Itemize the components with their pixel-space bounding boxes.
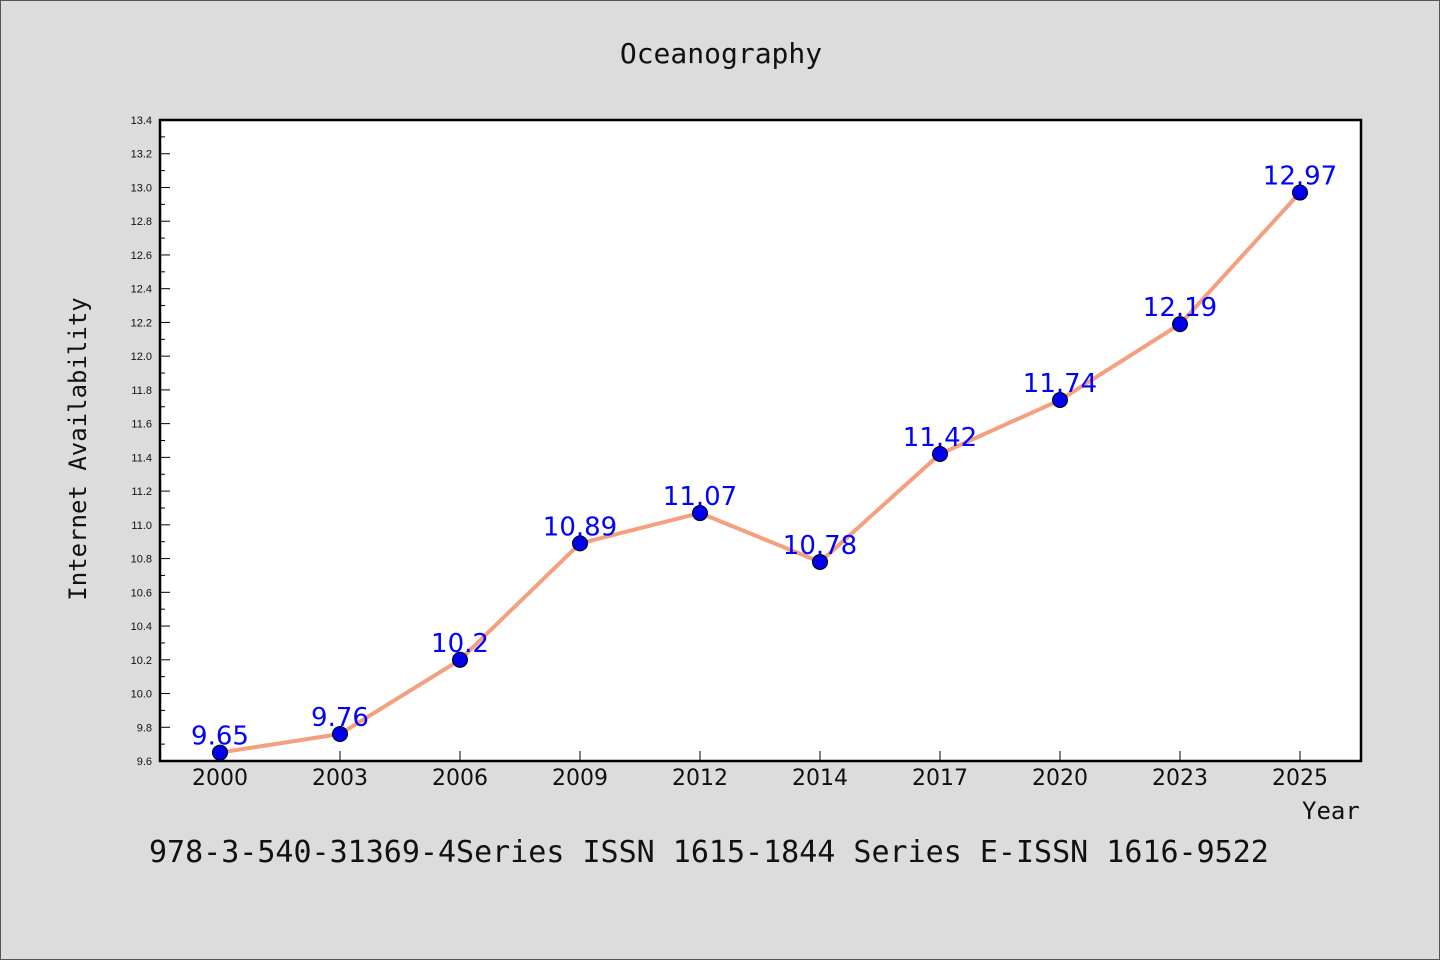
x-axis-ticks: 2000 2003 2006 2009 2012 2014 2017 2020 2023 2025 xyxy=(192,751,1328,791)
y-tick-label: 10.2 xyxy=(131,655,152,667)
y-tick-label: 10.0 xyxy=(131,689,152,701)
data-point xyxy=(812,553,828,570)
y-tick-label: 12.4 xyxy=(131,284,152,296)
data-point xyxy=(1292,184,1308,201)
chart-title: Oceanography xyxy=(619,37,823,70)
data-label: 11.74 xyxy=(1023,369,1097,399)
data-labels: 9.65 9.76 10.2 10.89 11.07 10.78 11.42 11.74 12.… xyxy=(191,162,1337,752)
y-tick-label: 10.6 xyxy=(131,587,152,599)
data-label: 11.07 xyxy=(663,482,737,512)
x-tick-label: 2003 xyxy=(312,766,368,791)
x-axis-label: Year xyxy=(1302,797,1360,825)
data-label: 10.2 xyxy=(431,629,489,659)
y-tick-label: 10.8 xyxy=(131,554,152,566)
data-label: 10.78 xyxy=(783,531,857,561)
x-tick-label: 2025 xyxy=(1272,766,1328,791)
x-tick-label: 2023 xyxy=(1152,766,1208,791)
series-markers xyxy=(212,184,1308,761)
data-label: 12.19 xyxy=(1143,293,1217,323)
y-tick-label: 10.4 xyxy=(131,621,152,633)
plot-area xyxy=(158,118,1363,763)
data-point xyxy=(1052,392,1068,409)
x-tick-label: 2014 xyxy=(792,766,848,791)
x-tick-label: 2009 xyxy=(552,766,608,791)
y-tick-label: 11.8 xyxy=(131,385,152,397)
data-label: 12.97 xyxy=(1263,162,1337,192)
y-tick-label: 12.6 xyxy=(131,250,152,262)
y-tick-label: 13.2 xyxy=(131,149,152,161)
y-tick-label: 11.4 xyxy=(131,452,152,464)
x-tick-label: 2000 xyxy=(192,766,248,791)
x-tick-label: 2012 xyxy=(672,766,728,791)
data-point xyxy=(932,445,948,462)
data-point xyxy=(452,651,468,668)
y-tick-label: 9.6 xyxy=(137,756,152,768)
y-tick-label: 13.0 xyxy=(131,182,152,194)
y-tick-label: 12.8 xyxy=(131,216,152,228)
data-point xyxy=(332,726,348,743)
y-tick-label: 11.6 xyxy=(131,419,152,431)
y-tick-label: 12.0 xyxy=(131,351,152,363)
x-tick-label: 2020 xyxy=(1032,766,1088,791)
data-point xyxy=(692,505,708,522)
y-axis-ticks: 9.6 9.8 10.0 10.2 10.4 10.6 10.8 11.0 11.2 11.4 11… xyxy=(131,115,170,768)
data-point xyxy=(1172,316,1188,333)
x-tick-label: 2006 xyxy=(432,766,488,791)
data-label: 9.65 xyxy=(191,722,249,752)
data-label: 9.76 xyxy=(311,703,369,733)
data-label: 10.89 xyxy=(543,512,617,542)
data-label: 11.42 xyxy=(903,423,977,453)
data-point xyxy=(572,535,588,552)
x-tick-label: 2017 xyxy=(912,766,968,791)
y-tick-label: 11.2 xyxy=(131,486,152,498)
y-tick-label: 12.2 xyxy=(131,317,152,329)
series-line xyxy=(219,191,1302,755)
footer-isbn-text: 978-3-540-31369-4Series ISSN 1615-1844 S… xyxy=(149,835,1269,870)
y-tick-label: 13.4 xyxy=(131,115,152,127)
data-point xyxy=(212,744,228,761)
y-tick-label: 11.0 xyxy=(131,520,152,532)
y-tick-label: 9.8 xyxy=(137,722,152,734)
